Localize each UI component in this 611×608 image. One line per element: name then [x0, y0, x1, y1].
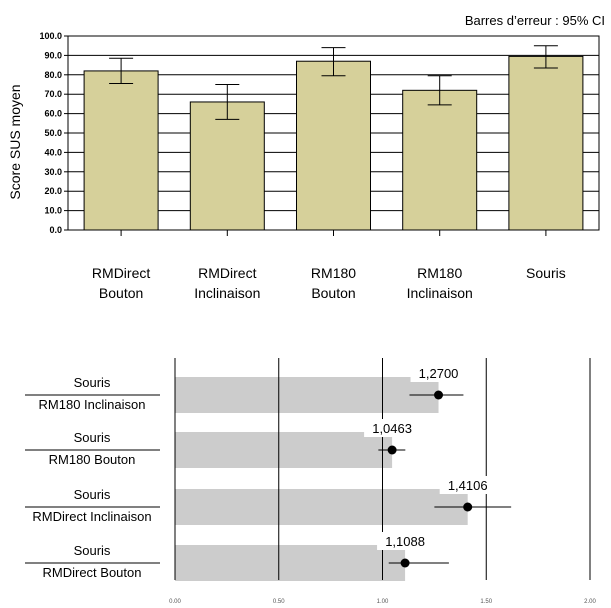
- y-tick-label: 90.0: [44, 50, 62, 60]
- category-label-top: Souris: [74, 375, 111, 390]
- y-tick-label: 100.0: [39, 31, 62, 41]
- error-bar-note: Barres d’erreur : 95% CI: [465, 13, 605, 28]
- value-label: 1,0463: [372, 421, 412, 436]
- y-tick-label: 30.0: [44, 167, 62, 177]
- bar-4: [508, 55, 584, 231]
- category-label-top: Souris: [74, 487, 111, 502]
- bar-1: [175, 432, 393, 468]
- bar-2: [175, 489, 468, 525]
- value-label-bg-2: [439, 476, 496, 494]
- category-label: Bouton: [99, 285, 143, 301]
- category-label-top: Souris: [74, 543, 111, 558]
- value-label: 1,1088: [385, 534, 425, 549]
- category-label: RMDirect: [198, 265, 256, 281]
- x-category-labels: RMDirect Bouton RMDirect Inclinaison RM180 Bo…: [92, 265, 566, 301]
- x-tick-label: 1.00: [377, 599, 389, 605]
- value-label-bg-3: [377, 532, 434, 550]
- category-label: RMDirect: [92, 265, 150, 281]
- category-label: Inclinaison: [407, 285, 473, 301]
- bottom-x-tick-labels: 0.00 0.50 1.00 1.50 2.00: [169, 599, 596, 605]
- bar-2: [296, 60, 371, 231]
- x-tick-label: 0.00: [169, 599, 181, 605]
- point-0: [434, 390, 444, 400]
- bottom-bars: [175, 377, 468, 581]
- x-tick-label: 0.50: [273, 599, 285, 605]
- y-tick-label: 20.0: [44, 186, 62, 196]
- category-label-bottom: RM180 Inclinaison: [39, 397, 146, 412]
- category-label: RM180: [311, 265, 356, 281]
- value-label: 1,2700: [419, 366, 459, 381]
- category-label-bottom: RM180 Bouton: [49, 452, 136, 467]
- category-label: Bouton: [311, 285, 355, 301]
- point-1: [387, 445, 397, 455]
- value-label: 1,4106: [448, 478, 488, 493]
- y-tick-label: 80.0: [44, 70, 62, 80]
- top-plot-frame: [67, 35, 600, 231]
- category-label-top: Souris: [74, 430, 111, 445]
- y-tick-label: 40.0: [44, 147, 62, 157]
- bar-1: [189, 101, 265, 231]
- y-tick-label: 50.0: [44, 128, 62, 138]
- bottom-value-labels: 1,2700 1,0463 1,4106 1,1088: [364, 364, 496, 550]
- category-label-bottom: RMDirect Bouton: [43, 565, 142, 580]
- point-2: [463, 502, 473, 512]
- value-label-bg-0: [410, 364, 467, 382]
- bottom-category-labels: Souris RM180 Inclinaison Souris RM180 Bouto…: [25, 375, 160, 580]
- bar-3: [175, 545, 406, 581]
- bar-0: [175, 377, 439, 413]
- category-label-bottom: RMDirect Inclinaison: [32, 509, 151, 524]
- y-tick-label: 70.0: [44, 89, 62, 99]
- top-bars: [83, 55, 584, 231]
- category-label: Souris: [526, 265, 566, 281]
- bottom-error-bars: [378, 390, 512, 568]
- y-tick-label: 0.0: [49, 225, 62, 235]
- y-tick-label: 10.0: [44, 206, 62, 216]
- bottom-gridlines: [174, 358, 591, 580]
- y-axis-label: Score SUS moyen: [7, 84, 23, 199]
- point-3: [400, 558, 410, 568]
- ratio-bar-chart: 1,2700 1,0463 1,4106 1,1088 Souris RM180 Inc…: [25, 358, 596, 605]
- top-error-bars: [109, 45, 558, 236]
- value-label-bg-1: [364, 419, 421, 437]
- x-tick-label: 1.50: [480, 599, 492, 605]
- bar-0: [83, 70, 159, 231]
- y-tick-label: 60.0: [44, 109, 62, 119]
- sus-bar-chart: Barres d’erreur : 95% CI Score SUS moyen…: [7, 13, 605, 301]
- category-label: Inclinaison: [194, 285, 260, 301]
- x-tick-label: 2.00: [584, 599, 596, 605]
- y-tick-labels: 0.0 10.0 20.0 30.0 40.0 50.0 60.0 70.0 80.0 90.0 1…: [39, 31, 62, 235]
- category-label: RM180: [417, 265, 462, 281]
- bar-3: [402, 89, 478, 231]
